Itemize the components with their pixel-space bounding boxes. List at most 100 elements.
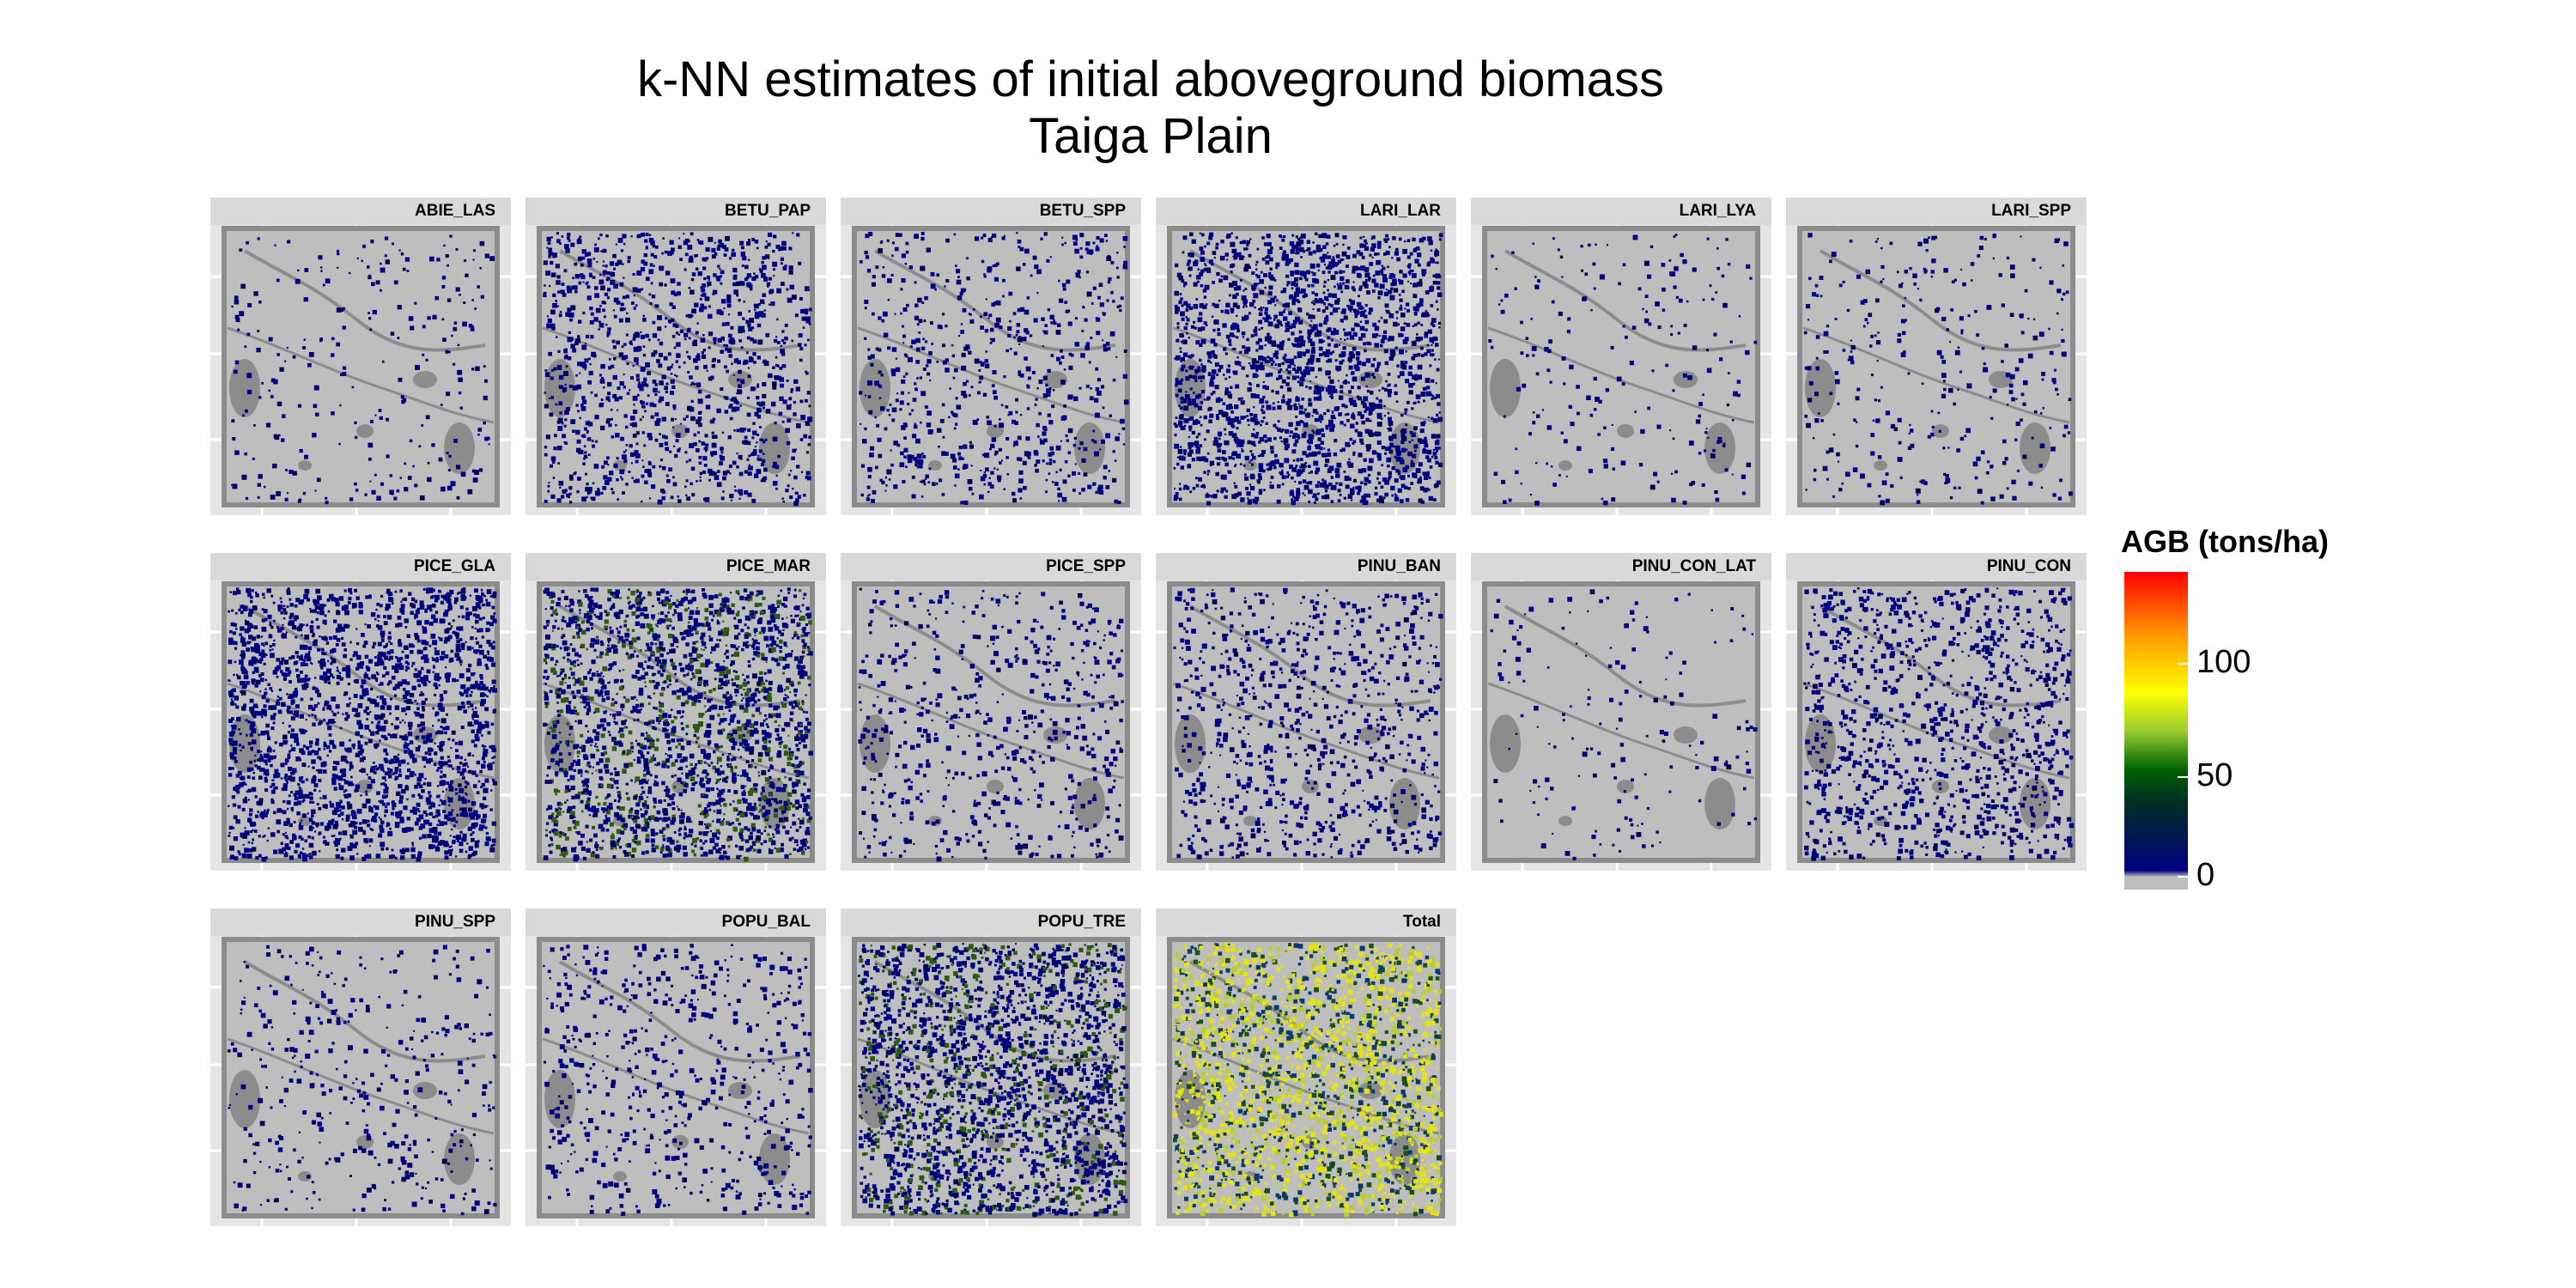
biomass-pixel xyxy=(1213,319,1219,325)
biomass-pixel xyxy=(1610,345,1614,349)
biomass-pixel xyxy=(1101,439,1105,444)
biomass-pixel xyxy=(1062,287,1066,291)
biomass-pixel xyxy=(1258,344,1264,350)
biomass-pixel xyxy=(1337,259,1341,264)
biomass-pixel xyxy=(1298,330,1303,334)
biomass-pixel xyxy=(1265,422,1268,425)
biomass-pixel xyxy=(1344,476,1350,481)
biomass-pixel xyxy=(1097,378,1102,382)
biomass-pixel xyxy=(1351,414,1356,419)
biomass-pixel xyxy=(1429,364,1432,368)
biomass-pixel xyxy=(584,368,586,371)
biomass-pixel xyxy=(981,236,984,240)
biomass-pixel xyxy=(714,252,718,256)
biomass-pixel xyxy=(285,469,288,471)
biomass-pixel xyxy=(638,381,641,384)
biomass-pixel xyxy=(1345,380,1347,382)
biomass-pixel xyxy=(1304,462,1307,465)
biomass-pixel xyxy=(1255,268,1258,270)
biomass-pixel xyxy=(427,477,432,483)
biomass-pixel xyxy=(696,419,702,425)
biomass-pixel xyxy=(1243,266,1249,272)
biomass-pixel xyxy=(1593,408,1597,411)
biomass-pixel xyxy=(1978,246,1984,251)
biomass-pixel xyxy=(792,488,794,490)
biomass-pixel xyxy=(1265,373,1270,378)
biomass-pixel xyxy=(1419,337,1423,340)
biomass-pixel xyxy=(647,338,651,342)
biomass-pixel xyxy=(999,422,1005,428)
biomass-pixel xyxy=(1196,275,1201,280)
biomass-pixel xyxy=(1569,364,1574,370)
biomass-pixel xyxy=(1288,311,1292,316)
biomass-pixel xyxy=(931,343,933,345)
biomass-pixel xyxy=(1268,257,1273,262)
biomass-pixel xyxy=(1438,326,1441,329)
biomass-pixel xyxy=(1338,307,1340,310)
biomass-pixel xyxy=(1207,494,1211,498)
biomass-pixel xyxy=(1356,272,1361,277)
biomass-pixel xyxy=(1067,321,1072,326)
biomass-pixel xyxy=(759,426,762,428)
biomass-pixel xyxy=(782,246,787,251)
biomass-pixel xyxy=(952,465,957,470)
biomass-pixel xyxy=(1405,302,1410,307)
biomass-pixel xyxy=(1721,274,1725,278)
biomass-pixel xyxy=(1364,309,1367,313)
biomass-pixel xyxy=(939,325,943,330)
biomass-pixel xyxy=(1188,435,1191,439)
biomass-pixel xyxy=(1228,376,1231,379)
biomass-pixel xyxy=(1027,456,1031,459)
biomass-pixel xyxy=(1258,440,1261,444)
biomass-pixel xyxy=(1256,479,1261,483)
biomass-pixel xyxy=(436,258,440,262)
biomass-pixel xyxy=(700,472,702,476)
biomass-pixel xyxy=(1230,326,1234,330)
biomass-pixels xyxy=(543,232,813,507)
biomass-pixel xyxy=(368,275,372,280)
biomass-pixel xyxy=(798,343,802,347)
biomass-pixel xyxy=(1408,273,1412,276)
biomass-pixel xyxy=(1224,387,1229,392)
biomass-pixel xyxy=(1183,282,1188,286)
biomass-pixel xyxy=(299,449,303,453)
biomass-pixel xyxy=(1352,288,1356,292)
biomass-pixel xyxy=(2039,266,2042,269)
biomass-pixel xyxy=(997,478,1001,483)
biomass-pixel xyxy=(1300,234,1306,239)
biomass-pixel xyxy=(1356,250,1361,255)
biomass-pixel xyxy=(1108,276,1112,282)
biomass-pixel xyxy=(1941,317,1947,322)
biomass-pixel xyxy=(1960,331,1964,335)
biomass-pixel xyxy=(449,234,453,238)
biomass-pixel xyxy=(687,245,693,250)
biomass-pixel xyxy=(1943,472,1947,476)
biomass-pixel xyxy=(1724,468,1728,472)
biomass-pixel xyxy=(582,363,587,369)
biomass-pixel xyxy=(1227,421,1231,425)
biomass-pixel xyxy=(887,278,892,283)
biomass-pixel xyxy=(1009,348,1012,350)
biomass-pixel xyxy=(246,240,249,245)
biomass-pixel xyxy=(879,478,883,483)
biomass-pixel xyxy=(631,477,634,479)
biomass-pixel xyxy=(252,457,255,460)
biomass-pixel xyxy=(989,337,992,340)
biomass-pixel xyxy=(1054,482,1059,486)
biomass-pixel xyxy=(276,658,280,662)
facet-label: BETU_PAP xyxy=(725,202,811,220)
biomass-pixel xyxy=(728,465,732,469)
biomass-pixel xyxy=(1394,495,1398,498)
biomass-pixel xyxy=(284,497,289,501)
biomass-pixel xyxy=(1216,374,1219,376)
biomass-pixel xyxy=(1195,449,1200,454)
biomass-pixel xyxy=(2009,264,2015,270)
biomass-pixel xyxy=(781,497,784,500)
biomass-pixel xyxy=(695,355,701,361)
biomass-pixel xyxy=(1976,456,1981,462)
biomass-pixel xyxy=(1405,498,1410,502)
biomass-pixel xyxy=(796,233,800,237)
biomass-pixel xyxy=(773,465,775,468)
biomass-pixel xyxy=(1218,300,1221,302)
biomass-pixel xyxy=(1217,456,1221,460)
